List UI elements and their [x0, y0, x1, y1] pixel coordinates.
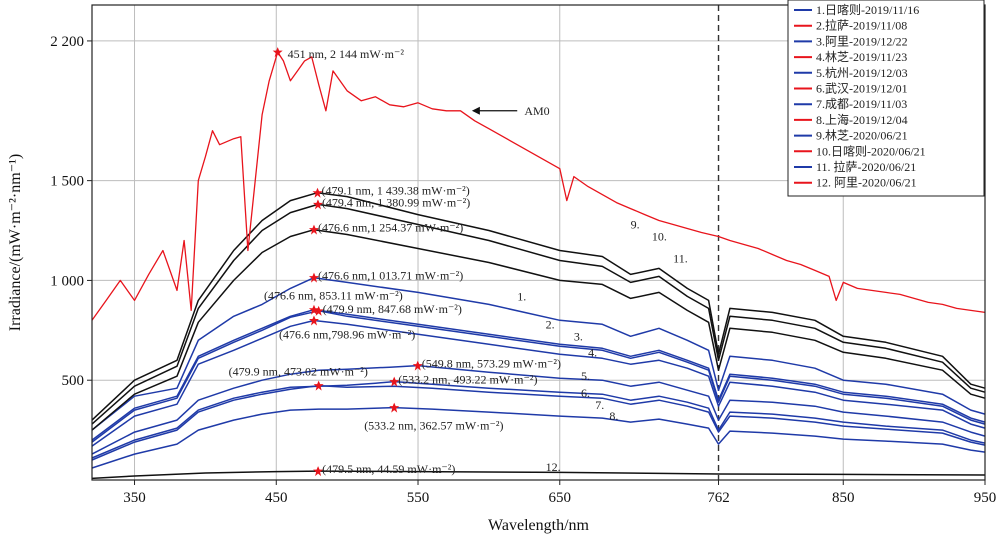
series-line-11: [91, 228, 986, 431]
annotation-0: 451 nm, 2 144 mW·m⁻²: [288, 47, 405, 61]
series-tag-2: 2.: [546, 317, 555, 331]
annotation-8: (549.8 nm, 573.29 mW·m⁻²): [422, 357, 561, 371]
series-line-4: [91, 319, 986, 447]
peak-marker-11: [389, 402, 400, 413]
series-tag-1: 1.: [517, 289, 526, 303]
legend-label-8: 8.上海-2019/12/04: [816, 112, 908, 127]
series-tag-8: 8.: [609, 409, 618, 423]
x-tick-label-6: 950: [974, 490, 997, 506]
x-tick-label-5: 850: [832, 490, 855, 506]
peak-marker-10: [313, 380, 324, 391]
series-tag-12: 12.: [546, 460, 561, 474]
am0-line: [91, 51, 986, 321]
x-tick-label-3: 650: [549, 490, 572, 506]
annotation-1: (479.1 nm, 1 439.38 mW·m⁻²): [322, 184, 470, 198]
annotations: 451 nm, 2 144 mW·m⁻² (479.1 nm, 1 439.38 …: [229, 47, 561, 476]
series-line-1: [91, 276, 986, 431]
annotation-4: (476.6 nm,1 013.71 mW·m⁻²): [318, 269, 463, 283]
series-tag-11: 11.: [673, 251, 688, 265]
series-line-9: [91, 191, 986, 421]
series-line-7: [91, 384, 986, 461]
series-line-2: [91, 308, 986, 441]
annotation-12: (479.5 nm, 44.59 mW·m⁻²): [322, 462, 455, 476]
peak-marker-1: [312, 187, 323, 198]
plot-frame: [91, 4, 986, 481]
legend-label-1: 1.日喀则-2019/11/16: [816, 3, 919, 17]
y-tick-label-2: 1 500: [50, 174, 84, 190]
peak-marker-4: [308, 272, 319, 283]
legend-box: [787, 0, 985, 197]
peak-marker-5: [308, 304, 319, 315]
x-tick-label-1: 450: [265, 490, 288, 506]
series-tag-6: 6.: [581, 386, 590, 400]
peak-marker-7: [308, 315, 319, 326]
legend-label-4: 4.林芝-2019/11/23: [816, 49, 907, 64]
legend-label-6: 6.武汉-2019/12/01: [816, 82, 908, 96]
peak-marker-0: [272, 47, 283, 58]
annotation-3: (476.6 nm,1 254.37 mW·m⁻²): [318, 221, 463, 235]
peak-marker-6: [313, 305, 324, 316]
x-tick-label-4: 762: [707, 490, 730, 506]
x-tick-label-0: 350: [123, 490, 146, 506]
series-line-12: [91, 470, 986, 480]
y-tick-label-0: 500: [62, 373, 85, 389]
peak-marker-9: [389, 376, 400, 387]
legend-label-9: 9.林芝-2020/06/21: [816, 128, 908, 143]
annotation-9: (533.2 nm, 493.22 mW·m⁻²): [398, 373, 537, 387]
series-line-3: [91, 310, 986, 443]
y-tick-label-3: 2 200: [50, 34, 84, 50]
x-tick-label-2: 550: [407, 490, 430, 506]
axes: 350 450 550 650 762 850 950 500 1 000 1 500 2 200 W…: [7, 4, 997, 534]
legend-label-10: 10.日喀则-2020/06/21: [816, 144, 926, 158]
am0-label: AM0: [524, 104, 549, 118]
legend-label-5: 5.杭州-2019/12/03: [816, 65, 908, 80]
peak-marker-2: [312, 199, 323, 210]
annotation-7: (476.6 nm,798.96 mW·m⁻²): [279, 328, 415, 342]
annotation-11: (533.2 nm, 362.57 mW·m⁻²): [364, 419, 503, 433]
peak-marker-8: [412, 360, 423, 371]
legend: 1.日喀则-2019/11/162.拉萨-2019/11/083.阿里-2019…: [787, 0, 985, 197]
annotation-2: (479.4 nm, 1 380.99 mW·m⁻²): [322, 195, 470, 209]
peak-marker-12: [313, 466, 324, 477]
legend-label-12: 12. 阿里-2020/06/21: [816, 176, 917, 190]
x-axis-label: Wavelength/nm: [488, 517, 589, 534]
legend-label-2: 2.拉萨-2019/11/08: [816, 18, 907, 33]
series-tag-9: 9.: [631, 218, 640, 232]
series-line-8: [91, 406, 986, 469]
y-tick-label-1: 1 000: [50, 273, 84, 289]
peak-markers: [272, 47, 423, 477]
series-line-6: [91, 380, 986, 459]
annotation-10: (479.9 nm, 473.02 mW·m⁻²): [229, 365, 368, 379]
series-tag-5: 5.: [581, 369, 590, 383]
legend-label-3: 3.阿里-2019/12/22: [816, 34, 908, 48]
y-axis-label: Irradiance/(mW·m⁻²·nm⁻¹): [7, 154, 24, 332]
annotation-6: (479.9 nm, 847.68 mW·m⁻²): [323, 302, 462, 316]
series-line-10: [91, 203, 986, 425]
series-tag-4: 4.: [588, 345, 597, 359]
am0-arrow-head: [471, 106, 480, 115]
annotation-5: (476.6 nm, 853.11 mW·m⁻²): [264, 289, 403, 303]
series-tag-7: 7.: [595, 398, 604, 412]
peak-marker-3: [308, 224, 319, 235]
series-lines: 1. 2. 3. 4. 5. 6. 7. 8. 9. 10. 11. 12.: [91, 191, 986, 480]
series-line-5: [91, 364, 986, 455]
legend-label-11: 11. 拉萨-2020/06/21: [816, 159, 916, 174]
series-tag-3: 3.: [574, 329, 583, 343]
legend-label-7: 7.成都-2019/11/03: [816, 97, 907, 111]
am0-series: AM0: [91, 51, 986, 321]
series-tag-10: 10.: [652, 230, 667, 244]
